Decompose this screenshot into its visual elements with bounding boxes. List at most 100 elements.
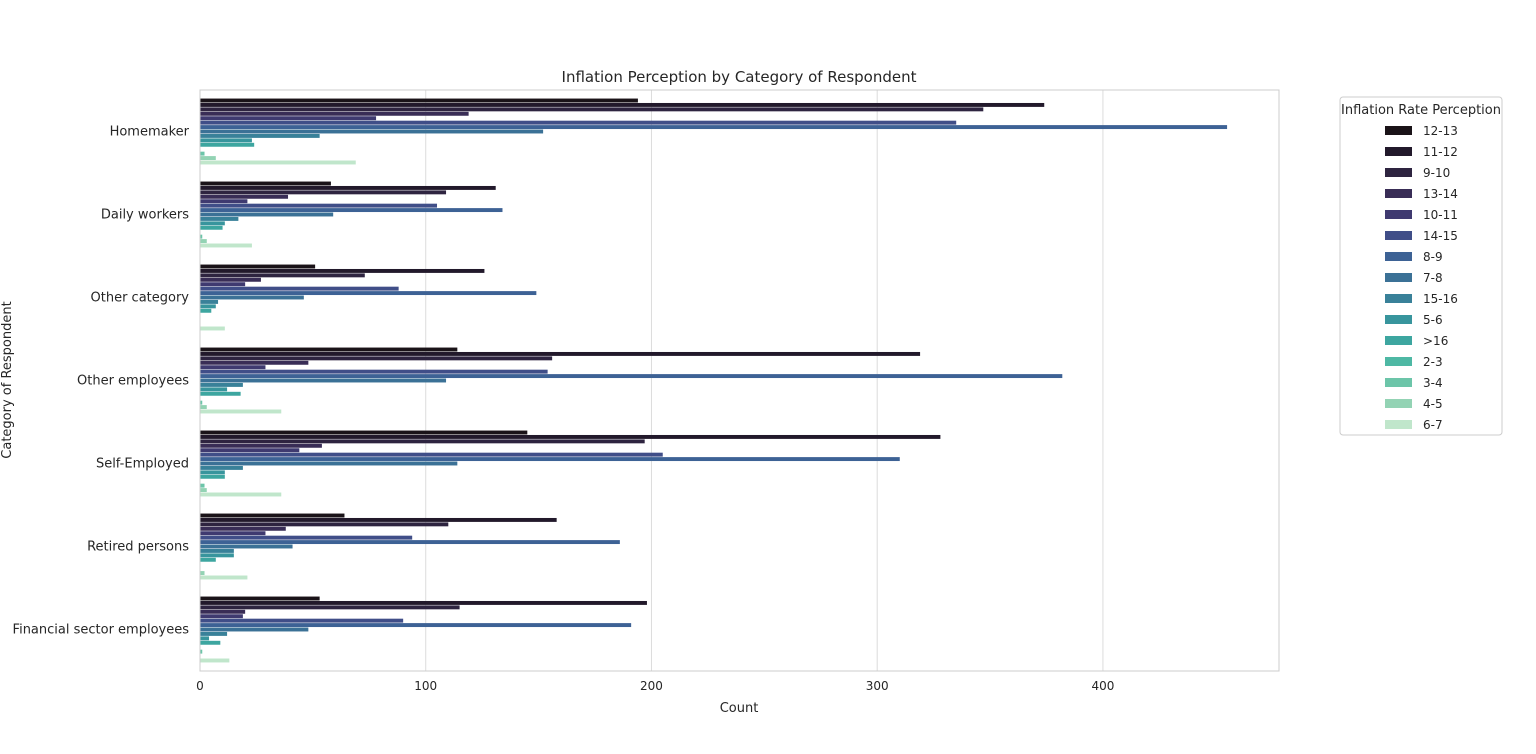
bar-1112-other-category xyxy=(200,268,485,273)
bar-67-retired-persons xyxy=(200,575,248,580)
bar-1314-financial-sector-employees xyxy=(200,609,246,614)
x-tick-label: 200 xyxy=(640,679,663,693)
bar-56-other-employees xyxy=(200,387,228,392)
bar-1314-self-employed xyxy=(200,443,322,448)
bar-45-other-employees xyxy=(200,405,207,410)
legend-label: 4-5 xyxy=(1423,397,1443,411)
bar-1112-daily-workers xyxy=(200,185,496,190)
legend-items: 12-13 11-12 9-10 13-14 10-11 14-15 8-9 7-8 15-16… xyxy=(1385,124,1458,432)
bar-16-financial-sector-employees xyxy=(200,640,221,645)
legend-swatch xyxy=(1385,231,1412,240)
y-tick-label: Other category xyxy=(91,291,190,306)
legend: Inflation Rate Perception 12-13 11-12 9-10… xyxy=(1339,96,1503,436)
legend-swatch xyxy=(1385,273,1412,282)
bar-910-other-category xyxy=(200,273,365,278)
bar-1011-daily-workers xyxy=(200,199,248,204)
bar-1213-self-employed xyxy=(200,430,528,435)
x-tick-label: 0 xyxy=(196,679,204,693)
y-tick-label: Homemaker xyxy=(110,125,190,140)
bar-16-other-category xyxy=(200,308,212,313)
bar-16-homemaker xyxy=(200,142,255,147)
legend-swatch xyxy=(1385,168,1412,177)
legend-swatch xyxy=(1385,294,1412,303)
legend-swatch xyxy=(1385,420,1412,429)
bar-78-daily-workers xyxy=(200,212,334,217)
bar-1213-daily-workers xyxy=(200,181,331,186)
bar-34-financial-sector-employees xyxy=(200,649,203,654)
bar-1314-other-employees xyxy=(200,360,309,365)
legend-swatch xyxy=(1385,147,1412,156)
bar-67-other-employees xyxy=(200,409,282,414)
bar-45-homemaker xyxy=(200,156,216,161)
bar-1314-retired-persons xyxy=(200,526,286,531)
bar-1516-other-employees xyxy=(200,382,243,387)
bar-1112-self-employed xyxy=(200,434,941,439)
bar-67-homemaker xyxy=(200,160,356,165)
bar-1516-financial-sector-employees xyxy=(200,631,228,636)
bar-56-daily-workers xyxy=(200,221,225,226)
bar-1213-retired-persons xyxy=(200,513,345,518)
legend-box xyxy=(1339,96,1503,436)
legend-label: 5-6 xyxy=(1423,313,1443,327)
legend-title: Inflation Rate Perception xyxy=(1341,103,1501,118)
legend-swatch xyxy=(1385,252,1412,261)
bar-34-daily-workers xyxy=(200,234,203,239)
bar-89-other-category xyxy=(200,291,537,296)
bar-1516-other-category xyxy=(200,299,219,304)
bar-1213-financial-sector-employees xyxy=(200,596,320,601)
bar-1415-homemaker xyxy=(200,120,957,125)
bar-34-other-employees xyxy=(200,400,203,405)
bar-67-other-category xyxy=(200,326,225,331)
bar-1213-other-employees xyxy=(200,347,458,352)
legend-swatch xyxy=(1385,189,1412,198)
bar-1415-daily-workers xyxy=(200,203,438,208)
bar-16-daily-workers xyxy=(200,225,223,230)
bar-1415-self-employed xyxy=(200,452,663,457)
bar-78-other-category xyxy=(200,295,304,300)
bar-1516-retired-persons xyxy=(200,548,234,553)
bar-89-homemaker xyxy=(200,125,1228,130)
legend-label: 15-16 xyxy=(1423,292,1458,306)
bar-1011-other-employees xyxy=(200,365,266,370)
bar-45-retired-persons xyxy=(200,571,205,576)
bar-16-retired-persons xyxy=(200,557,216,562)
bar-67-daily-workers xyxy=(200,243,252,248)
y-tick-label: Other employees xyxy=(77,374,189,389)
bar-1112-homemaker xyxy=(200,102,1045,107)
x-axis-ticks: 0 100 200 300 400 xyxy=(196,679,1114,693)
legend-label: 11-12 xyxy=(1423,145,1458,159)
bar-78-self-employed xyxy=(200,461,458,466)
y-tick-label: Daily workers xyxy=(101,208,189,223)
bar-78-retired-persons xyxy=(200,544,293,549)
legend-label: 10-11 xyxy=(1423,208,1458,222)
chart-title: Inflation Perception by Category of Resp… xyxy=(562,68,917,86)
bar-1516-homemaker xyxy=(200,133,320,138)
bar-1516-self-employed xyxy=(200,465,243,470)
bar-1415-other-employees xyxy=(200,369,548,374)
legend-swatch xyxy=(1385,210,1412,219)
bar-1314-daily-workers xyxy=(200,194,289,199)
y-tick-label: Self-Employed xyxy=(96,457,189,472)
bar-1516-daily-workers xyxy=(200,216,239,221)
bar-34-self-employed xyxy=(200,483,205,488)
bar-1011-other-category xyxy=(200,282,246,287)
bar-1415-financial-sector-employees xyxy=(200,618,404,623)
legend-swatch xyxy=(1385,126,1412,135)
x-axis-label: Count xyxy=(720,701,759,716)
legend-swatch xyxy=(1385,399,1412,408)
bar-89-daily-workers xyxy=(200,208,503,213)
legend-swatch xyxy=(1385,378,1412,387)
bar-1011-financial-sector-employees xyxy=(200,614,243,619)
bar-16-other-employees xyxy=(200,391,241,396)
bar-910-other-employees xyxy=(200,356,553,361)
bar-16-self-employed xyxy=(200,474,225,479)
bar-910-daily-workers xyxy=(200,190,447,195)
bar-89-self-employed xyxy=(200,457,900,462)
bar-1112-financial-sector-employees xyxy=(200,600,647,605)
bar-1112-retired-persons xyxy=(200,517,557,522)
legend-label: 12-13 xyxy=(1423,124,1458,138)
bar-34-homemaker xyxy=(200,151,205,156)
bar-1213-homemaker xyxy=(200,98,638,103)
legend-label: 6-7 xyxy=(1423,418,1443,432)
x-tick-label: 400 xyxy=(1091,679,1114,693)
